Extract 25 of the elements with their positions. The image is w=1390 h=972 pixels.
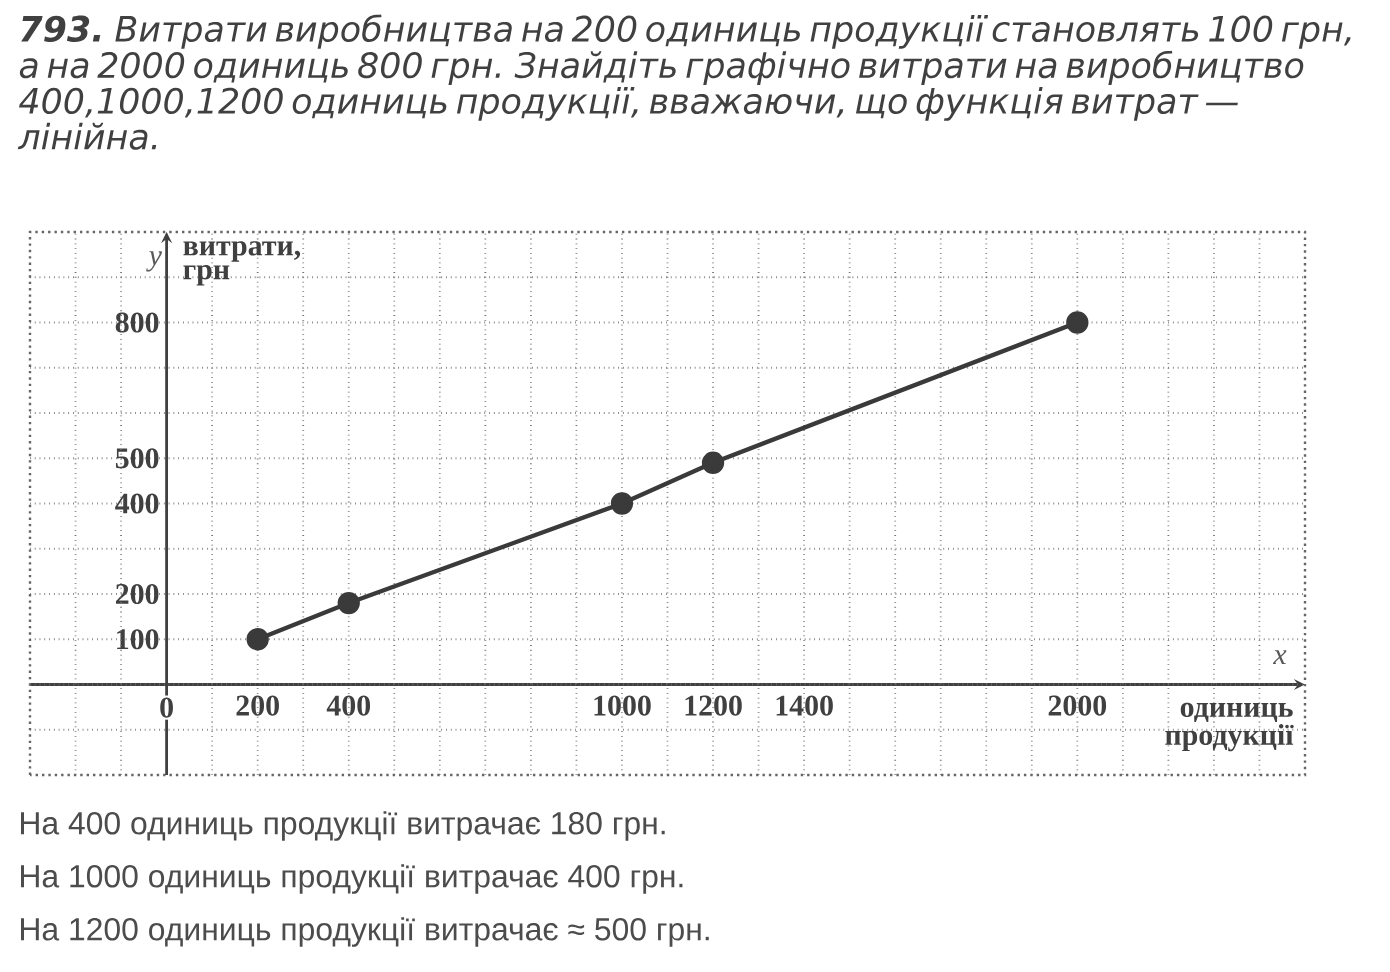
text: На 400 одиниць продукції витрачає 180 грн.: [21, 811, 665, 841]
y-tick-label: 100: [117, 629, 159, 650]
annotation: y: [146, 251, 162, 272]
point: [701, 451, 725, 474]
chart-title: 793. Витрати виробництва на 200 одиниць продукції становлять 100 грн, а на 2000 одиниць 800 грн. Знайдіть графічно витрати на виробництво 400,1000,1200 одиниць продукції, вважаючи, що функція витрат — лінійна.: [17, 14, 1351, 150]
y-tick-label: 200: [115, 583, 159, 605]
x-tick-label: 1200: [685, 695, 742, 716]
y-tick-label: 400: [115, 493, 159, 514]
y-tick-label: 800: [115, 312, 159, 333]
point: [610, 492, 634, 515]
text: На 1000 одиниць продукції витрачає 400 грн.: [21, 864, 683, 894]
y-tick-label: 500: [115, 448, 159, 469]
x-tick-label: 2000: [1048, 695, 1107, 716]
x-tick-label: 200: [236, 695, 279, 716]
x-axis-title: одиниць продукції: [1165, 702, 1294, 752]
x-tick-label: 0: [160, 697, 173, 718]
x-tick-label: 1000: [594, 695, 651, 716]
y-axis-title: витрати, грн: [183, 241, 301, 286]
text: На 1200 одиниць продукції витрачає ≈ 500 грн.: [21, 917, 709, 947]
x-tick-label: 1400: [776, 695, 833, 716]
point: [1066, 311, 1089, 334]
point: [337, 591, 360, 615]
annotation: x: [1272, 650, 1287, 665]
point: [246, 628, 269, 651]
x-tick-label: 400: [326, 695, 371, 716]
